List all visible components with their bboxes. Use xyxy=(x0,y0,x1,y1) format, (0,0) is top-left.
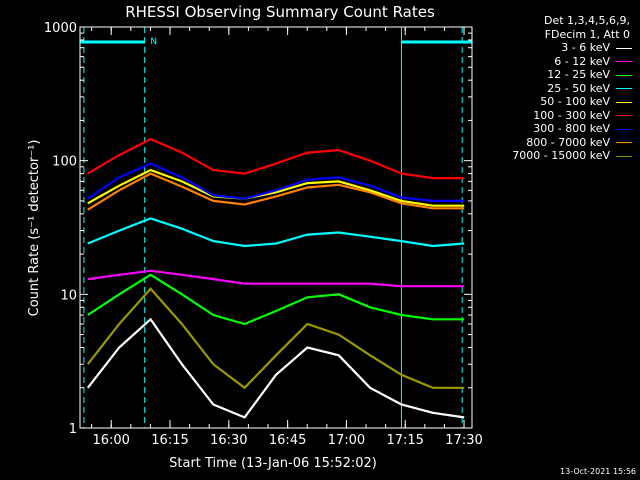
x-tick-label: 16:15 xyxy=(151,433,188,448)
series-line xyxy=(87,162,465,202)
series-line xyxy=(87,172,465,211)
y-axis-label: Count Rate (s⁻¹ detector⁻¹) xyxy=(27,140,42,317)
x-tick-label: 17:00 xyxy=(328,433,365,448)
x-axis-label: Start Time (13-Jan-06 15:52:02) xyxy=(169,456,377,471)
series-line xyxy=(87,269,465,288)
x-tick-label: 16:00 xyxy=(92,433,129,448)
legend-item: 25 - 50 keV xyxy=(462,82,632,96)
series-line xyxy=(87,217,465,248)
legend-label: 6 - 12 keV xyxy=(554,54,610,68)
legend-swatch xyxy=(616,101,632,103)
series-line xyxy=(86,317,465,419)
legend-item: 100 - 300 keV xyxy=(462,109,632,123)
x-tick-label: 16:45 xyxy=(269,433,306,448)
legend-label: 7000 - 15000 keV xyxy=(512,149,610,162)
chart-title: RHESSI Observing Summary Count Rates xyxy=(125,3,435,21)
legend-item: 3 - 6 keV xyxy=(462,41,632,55)
legend: Det 1,3,4,5,6,9, FDecim 1, Att 0 3 - 6 k… xyxy=(462,14,632,163)
legend-label: 12 - 25 keV xyxy=(547,68,610,81)
legend-item: 300 - 800 keV xyxy=(462,122,632,136)
legend-swatch xyxy=(616,128,632,130)
series-line xyxy=(87,273,465,326)
legend-header-detectors: Det 1,3,4,5,6,9, xyxy=(543,14,630,27)
plot-frame xyxy=(79,26,473,429)
legend-label: 100 - 300 keV xyxy=(533,108,610,122)
legend-item: 12 - 25 keV xyxy=(462,68,632,82)
marker-label: N xyxy=(150,37,157,47)
legend-item: 6 - 12 keV xyxy=(462,55,632,69)
legend-header-attenuator: FDecim 1, Att 0 xyxy=(544,27,630,41)
legend-label: 50 - 100 keV xyxy=(540,95,610,108)
series-line xyxy=(87,137,465,180)
y-tick-label: 1000 xyxy=(44,21,77,36)
legend-label: 3 - 6 keV xyxy=(561,41,610,54)
y-tick-label: 1 xyxy=(69,422,77,437)
x-tick-label: 16:30 xyxy=(210,433,247,448)
legend-swatch xyxy=(616,74,632,76)
legend-swatch xyxy=(616,155,632,157)
legend-swatch xyxy=(616,47,632,49)
legend-label: 300 - 800 keV xyxy=(533,122,610,135)
legend-item: 800 - 7000 keV xyxy=(462,136,632,150)
legend-swatch xyxy=(616,115,632,117)
x-tick-label: 17:30 xyxy=(445,433,482,448)
x-tick-label: 17:15 xyxy=(386,433,423,448)
legend-label: 800 - 7000 keV xyxy=(526,135,610,149)
legend-item: 50 - 100 keV xyxy=(462,95,632,109)
y-tick-label: 100 xyxy=(52,155,77,170)
legend-swatch xyxy=(616,61,632,63)
timestamp-footer: 13-Oct-2021 15:56 xyxy=(560,467,636,476)
series-line xyxy=(87,168,465,207)
y-tick-label: 10 xyxy=(60,288,77,303)
legend-swatch xyxy=(616,88,632,90)
legend-item: 7000 - 15000 keV xyxy=(462,149,632,163)
legend-swatch xyxy=(616,142,632,144)
legend-label: 25 - 50 keV xyxy=(547,81,610,95)
series-line xyxy=(86,287,465,390)
